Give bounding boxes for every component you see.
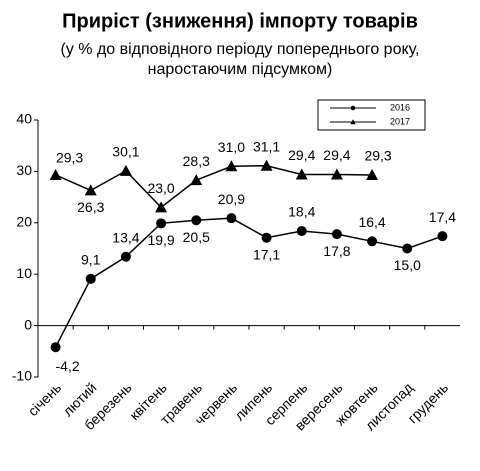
data-label: 29,4 — [323, 147, 350, 163]
data-point — [437, 231, 448, 242]
legend-label: 2016 — [390, 102, 410, 112]
data-label: 17,8 — [323, 243, 350, 259]
data-point — [261, 232, 272, 243]
data-point — [190, 174, 203, 186]
data-point — [295, 168, 308, 180]
data-label: 28,3 — [183, 153, 210, 169]
data-label: 18,4 — [288, 204, 315, 220]
legend-marker — [350, 105, 356, 111]
data-label: 9,1 — [81, 252, 101, 268]
data-point — [402, 243, 413, 254]
data-point — [331, 229, 342, 240]
data-point — [156, 218, 167, 229]
data-point — [49, 168, 62, 180]
data-label: 30,1 — [112, 144, 139, 160]
y-tick-label: 40 — [16, 111, 32, 127]
data-label: 31,0 — [218, 139, 245, 155]
data-point — [296, 226, 307, 237]
data-label: 20,9 — [218, 191, 245, 207]
data-point — [260, 159, 273, 171]
data-point — [85, 273, 96, 284]
data-point — [367, 236, 378, 247]
data-label: 17,4 — [429, 209, 456, 225]
data-label: 15,0 — [394, 257, 421, 273]
chart-title: Приріст (зниження) імпорту товарів — [62, 10, 418, 32]
data-label: 23,0 — [147, 180, 174, 196]
data-point — [119, 164, 132, 176]
legend-marker — [350, 119, 356, 125]
data-point — [84, 184, 97, 196]
y-tick-label: 0 — [24, 316, 32, 332]
data-point — [225, 160, 238, 172]
series-line — [54, 217, 443, 348]
data-point — [366, 168, 379, 180]
data-label: 29,3 — [56, 150, 83, 166]
data-label: 19,9 — [147, 232, 174, 248]
data-label: 13,4 — [112, 229, 139, 245]
data-label: 26,3 — [77, 199, 104, 215]
data-label: 29,3 — [364, 148, 391, 164]
y-tick-label: 30 — [16, 162, 32, 178]
data-point — [120, 251, 131, 262]
chart-subtitle: (у % до відповідного періоду попередньог… — [61, 41, 420, 58]
data-label: 17,1 — [253, 246, 280, 262]
data-label: -4,2 — [56, 358, 80, 374]
legend-label: 2017 — [390, 116, 410, 126]
y-tick-label: 10 — [16, 265, 32, 281]
chart-subtitle: наростаючим підсумком) — [148, 61, 333, 78]
data-label: 16,4 — [358, 214, 385, 230]
data-point — [330, 168, 343, 180]
data-label: 29,4 — [288, 147, 315, 163]
y-tick-label: -10 — [12, 368, 32, 384]
legend-box — [317, 99, 426, 131]
data-point — [191, 215, 202, 226]
data-label: 20,5 — [183, 229, 210, 245]
data-point — [155, 201, 168, 213]
y-tick-label: 20 — [16, 214, 32, 230]
series-line — [55, 164, 373, 209]
data-point — [50, 342, 61, 353]
x-tick-label: січень — [25, 379, 65, 419]
data-label: 31,1 — [253, 138, 280, 154]
data-point — [226, 213, 237, 224]
